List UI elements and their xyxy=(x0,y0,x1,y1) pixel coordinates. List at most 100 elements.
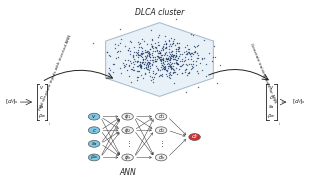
Point xyxy=(152,60,157,63)
Point xyxy=(190,60,196,63)
Point xyxy=(153,47,159,50)
Point xyxy=(187,63,192,66)
Point xyxy=(159,57,164,60)
Point xyxy=(166,57,171,60)
Point xyxy=(157,59,162,62)
Point xyxy=(159,62,164,65)
Point xyxy=(167,71,172,74)
Point xyxy=(164,58,169,61)
Point xyxy=(152,73,157,76)
Point xyxy=(164,56,169,59)
Point xyxy=(147,59,152,62)
Point xyxy=(128,81,133,84)
Point xyxy=(163,59,168,62)
Point xyxy=(170,72,175,75)
Point xyxy=(169,67,174,70)
Point xyxy=(128,53,133,56)
Point xyxy=(183,91,189,94)
Point xyxy=(126,48,131,51)
Point xyxy=(146,62,151,65)
Point xyxy=(122,59,127,62)
Point xyxy=(167,45,172,48)
Point xyxy=(171,55,176,58)
Point xyxy=(164,43,169,46)
Point xyxy=(191,53,196,56)
Point xyxy=(173,47,178,50)
Point xyxy=(189,54,194,57)
Point xyxy=(169,61,174,64)
Point xyxy=(142,60,147,64)
Text: ANN: ANN xyxy=(119,168,136,177)
Text: $\rho_w$: $\rho_w$ xyxy=(267,112,276,120)
Point xyxy=(159,64,164,67)
Point xyxy=(130,65,135,68)
Point xyxy=(195,57,200,60)
Point xyxy=(138,66,143,69)
Point xyxy=(189,51,194,54)
Point xyxy=(150,38,155,41)
Point xyxy=(156,44,161,47)
Point xyxy=(143,55,148,58)
Point xyxy=(182,46,188,49)
Point xyxy=(195,45,200,48)
Point xyxy=(114,56,119,59)
Point xyxy=(131,55,136,58)
Point xyxy=(173,54,178,57)
Point xyxy=(161,68,166,71)
Point xyxy=(183,63,189,66)
Point xyxy=(156,52,161,55)
Point xyxy=(126,59,131,62)
Point xyxy=(192,50,197,53)
Point xyxy=(164,58,169,61)
Point xyxy=(178,52,183,55)
Point xyxy=(144,63,149,66)
Point xyxy=(168,64,173,67)
Point xyxy=(150,55,155,58)
Point xyxy=(163,42,168,45)
Point xyxy=(130,67,135,70)
Point xyxy=(138,53,144,56)
Point xyxy=(118,41,123,44)
Point xyxy=(160,56,165,59)
Point xyxy=(180,64,185,67)
Point xyxy=(150,49,155,52)
Point xyxy=(171,41,176,44)
Point xyxy=(167,48,172,51)
Point xyxy=(141,62,146,65)
Point xyxy=(174,59,179,62)
Point xyxy=(186,71,191,74)
Point xyxy=(124,63,129,66)
Text: DLCA cluster: DLCA cluster xyxy=(135,8,184,17)
Point xyxy=(167,40,172,43)
Point xyxy=(121,65,126,68)
Point xyxy=(167,65,173,68)
Point xyxy=(146,60,151,64)
Point xyxy=(144,65,149,68)
Point xyxy=(175,62,180,65)
Point xyxy=(164,43,169,46)
Point xyxy=(122,44,128,47)
Point xyxy=(151,60,156,63)
Point xyxy=(171,71,176,74)
Point xyxy=(132,51,137,54)
Text: Find structure inputs with inverted ANN: Find structure inputs with inverted ANN xyxy=(39,34,73,111)
Point xyxy=(174,49,179,52)
Point xyxy=(154,49,160,52)
Circle shape xyxy=(88,154,100,161)
Point xyxy=(176,46,181,49)
Point xyxy=(156,51,161,54)
Point xyxy=(169,65,174,68)
Point xyxy=(136,53,141,56)
Point xyxy=(171,82,176,85)
Point xyxy=(149,51,154,54)
Point xyxy=(134,50,139,53)
Point xyxy=(212,55,217,58)
Point xyxy=(167,54,172,57)
Point xyxy=(138,66,143,69)
Point xyxy=(168,54,174,57)
Point xyxy=(172,38,177,41)
Text: $c$: $c$ xyxy=(269,94,274,101)
Point xyxy=(122,64,127,67)
Text: $d_h$: $d_h$ xyxy=(158,153,165,162)
Point xyxy=(206,52,211,55)
